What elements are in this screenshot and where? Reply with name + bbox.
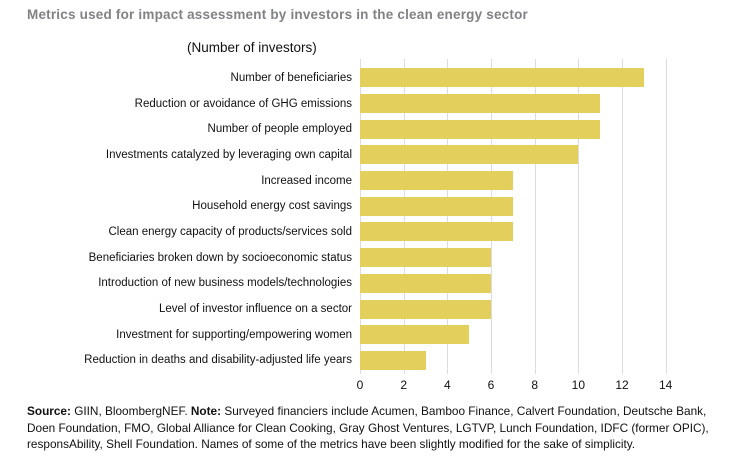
chart-row: Level of investor influence on a sector	[0, 296, 750, 322]
bar	[360, 273, 491, 293]
x-tick-label: 14	[659, 378, 673, 392]
bar-track	[360, 248, 705, 268]
page-title: Metrics used for impact assessment by in…	[27, 7, 528, 22]
chart-row: Household energy cost savings	[0, 193, 750, 219]
category-label: Reduction in deaths and disability-adjus…	[84, 354, 352, 367]
chart-row: Investments catalyzed by leveraging own …	[0, 142, 750, 168]
note-label: Note:	[190, 404, 222, 418]
category-label: Reduction or avoidance of GHG emissions	[134, 97, 352, 110]
bar-track	[360, 171, 705, 191]
x-tick-label: 12	[615, 378, 629, 392]
x-tick-label: 6	[487, 378, 495, 392]
x-axis: 0 2 4 6 8 10 12 14	[356, 378, 705, 394]
source-note: Source: GIIN, BloombergNEF. Note: Survey…	[27, 403, 727, 453]
x-tick-label: 10	[571, 378, 586, 392]
chart-row: Increased income	[0, 168, 750, 194]
bar-chart: Number of beneficiaries Reduction or avoi…	[0, 59, 750, 394]
bar-track	[360, 94, 705, 114]
chart-row: Introduction of new business models/tech…	[0, 271, 750, 297]
bar	[360, 248, 491, 268]
bar-track	[360, 299, 705, 319]
gridline	[491, 59, 492, 374]
category-label: Number of beneficiaries	[230, 71, 352, 84]
bar-track	[360, 119, 705, 139]
category-label: Beneficiaries broken down by socioeconom…	[88, 251, 352, 264]
note-text: Surveyed financiers include Acumen, Bamb…	[27, 404, 709, 451]
chart-row: Clean energy capacity of products/servic…	[0, 219, 750, 245]
category-label: Household energy cost savings	[192, 200, 352, 213]
chart-row: Investment for supporting/empowering wom…	[0, 322, 750, 348]
source-text: GIIN, BloombergNEF.	[70, 404, 191, 418]
chart-row: Reduction or avoidance of GHG emissions	[0, 91, 750, 117]
gridlines	[360, 59, 705, 374]
category-label: Investment for supporting/empowering wom…	[116, 328, 352, 341]
gridline	[403, 59, 405, 374]
chart-rows: Number of beneficiaries Reduction or avoi…	[0, 65, 750, 373]
chart-row: Reduction in deaths and disability-adjus…	[0, 348, 750, 374]
bar-track	[360, 273, 705, 293]
x-tick-label: 8	[531, 378, 539, 392]
bar	[360, 94, 601, 114]
bar	[360, 196, 513, 216]
bar-track	[360, 145, 705, 165]
bar	[360, 325, 470, 345]
gridline	[360, 59, 361, 374]
category-label: Increased income	[261, 174, 352, 187]
category-label: Level of investor influence on a sector	[158, 303, 352, 316]
bar-track	[360, 222, 705, 242]
x-tick-label: 2	[400, 378, 407, 392]
category-label: Number of people employed	[207, 123, 352, 136]
bar	[360, 299, 491, 319]
bar-track	[360, 68, 705, 88]
bar	[360, 350, 426, 370]
bar	[360, 222, 513, 242]
category-label: Introduction of new business models/tech…	[98, 277, 352, 290]
chart-row: Beneficiaries broken down by socioeconom…	[0, 245, 750, 271]
category-label: Investments catalyzed by leveraging own …	[105, 148, 352, 161]
chart-subtitle: (Number of investors)	[187, 40, 317, 55]
bar	[360, 171, 513, 191]
category-label: Clean energy capacity of products/servic…	[108, 225, 352, 238]
gridline	[622, 59, 624, 374]
x-tick-label: 4	[443, 378, 451, 392]
bar-track	[360, 350, 705, 370]
bar-track	[360, 325, 705, 345]
gridline	[665, 59, 667, 374]
source-label: Source:	[27, 404, 71, 418]
chart-row: Number of people employed	[0, 116, 750, 142]
bar	[360, 68, 644, 88]
gridline	[578, 59, 580, 374]
x-tick-label: 0	[356, 378, 364, 392]
gridline	[447, 59, 449, 374]
chart-row: Number of beneficiaries	[0, 65, 750, 91]
bar	[360, 119, 601, 139]
bar-track	[360, 196, 705, 216]
bar	[360, 145, 579, 165]
gridline	[534, 59, 536, 374]
